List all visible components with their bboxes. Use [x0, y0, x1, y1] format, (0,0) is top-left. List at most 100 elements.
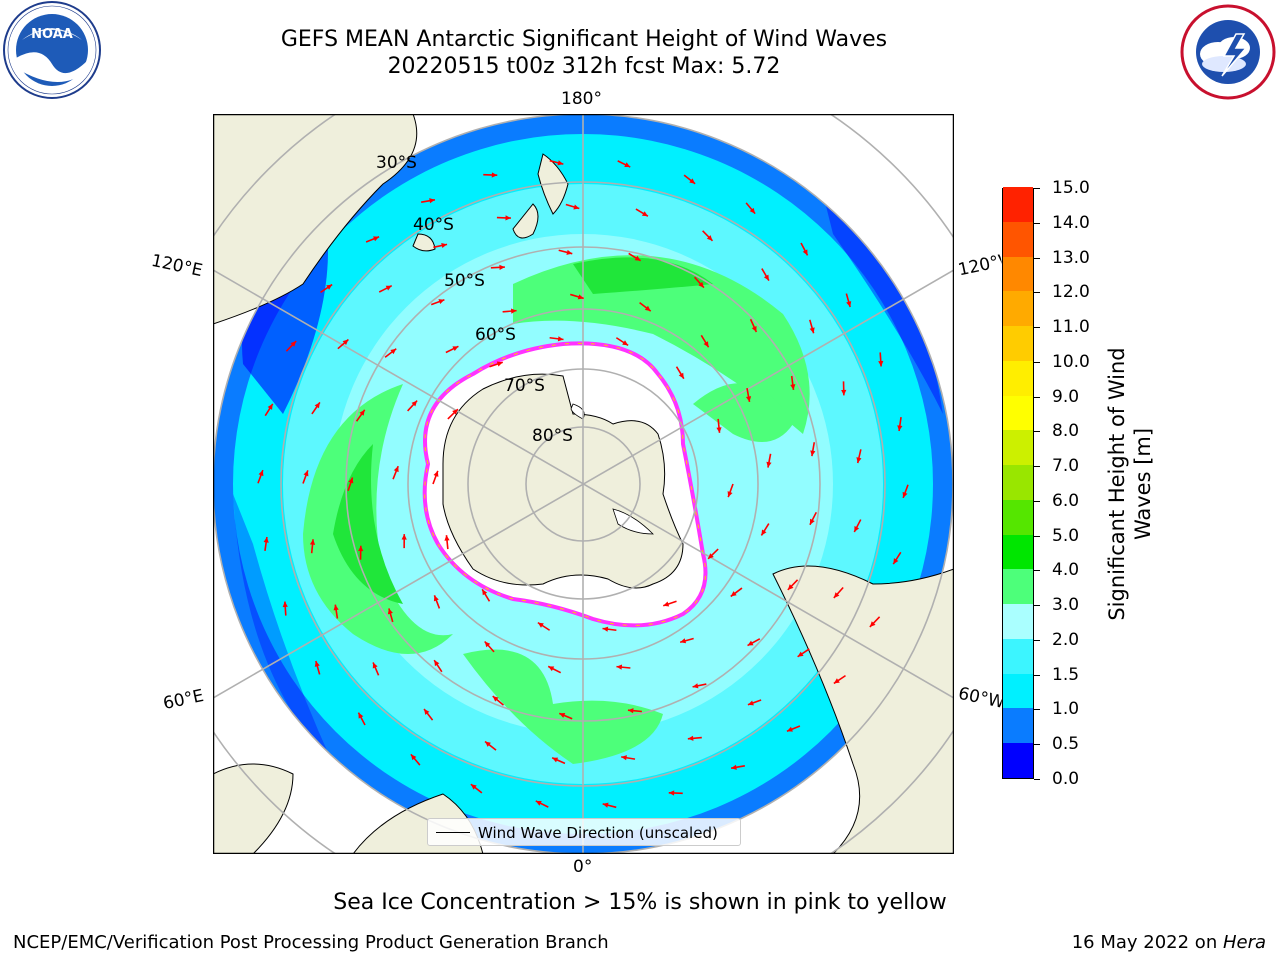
direction-arrow-head	[557, 336, 564, 342]
direction-arrow-head	[761, 529, 767, 536]
colorbar-segment	[1003, 568, 1033, 605]
direction-arrow-head	[499, 264, 505, 270]
colorbar-tick-label: 3.0	[1052, 595, 1080, 616]
colorbar-tick	[1034, 292, 1040, 294]
direction-arrow-head	[290, 341, 297, 347]
direction-arrow-head	[358, 545, 364, 552]
colorbar-tick	[1034, 500, 1040, 502]
colorbar-tick-label: 14.0	[1052, 212, 1090, 233]
colorbar-segment	[1003, 290, 1033, 327]
colorbar-segment	[1003, 325, 1033, 361]
direction-arrow-head	[484, 641, 491, 648]
colorbar-segment	[1003, 499, 1033, 535]
direction-arrow-head	[856, 457, 862, 464]
colorbar-tick	[1034, 188, 1040, 189]
colorbar-tick	[1034, 709, 1040, 711]
direction-arrow-head	[747, 640, 754, 646]
colorbar-tick-label: 5.0	[1052, 525, 1080, 546]
direction-arrow-head	[424, 709, 430, 715]
direction-arrow-head	[833, 592, 840, 598]
direction-arrow-head	[559, 713, 566, 718]
colorbar-tick-label: 4.0	[1052, 560, 1080, 581]
colorbar-tick	[1034, 779, 1040, 780]
lat-label-30s: 30°S	[376, 153, 417, 173]
direction-arrow-head	[689, 178, 696, 184]
colorbar-tick	[1034, 570, 1040, 572]
direction-arrow-head	[680, 638, 687, 644]
direction-arrow-head	[444, 535, 450, 541]
map-title: GEFS MEAN Antarctic Significant Height o…	[280, 27, 888, 52]
polar-map: 30°S 40°S 50°S 60°S 70°S 80°S	[213, 114, 954, 854]
direction-arrow-head	[390, 348, 397, 355]
colorbar-tick	[1034, 605, 1040, 607]
direction-arrow-head	[621, 755, 627, 761]
direction-arrow-head	[766, 461, 772, 468]
colorbar-tick	[1034, 327, 1040, 329]
colorbar-segment	[1003, 186, 1033, 222]
colorbar-tick	[1034, 744, 1040, 746]
direction-arrow-head	[602, 626, 609, 632]
direction-arrow-head	[258, 470, 264, 477]
direction-arrow-head	[624, 162, 631, 168]
direction-arrow-head	[342, 339, 349, 346]
direction-arrow-head	[573, 204, 580, 210]
map-subtitle: 20220515 t00z 312h fcst Max: 5.72	[387, 54, 781, 79]
direction-arrow-head	[303, 470, 309, 477]
colorbar-segment	[1003, 360, 1033, 396]
footer-date-text: 16 May 2022 on	[1071, 932, 1223, 953]
lon-label-180: 180°	[561, 89, 602, 109]
direction-arrow-head	[441, 242, 448, 249]
direction-arrow-head	[309, 539, 316, 545]
direction-arrow-head	[470, 784, 477, 790]
direction-arrow-head	[485, 741, 491, 747]
direction-arrow-head	[393, 466, 399, 473]
colorbar-segment	[1003, 708, 1033, 744]
colorbar-tick-label: 13.0	[1052, 247, 1090, 268]
footer-date: 16 May 2022 on Hera	[1072, 932, 1266, 953]
direction-arrow-head	[634, 255, 641, 261]
footer-machine: Hera	[1222, 932, 1266, 953]
direction-arrow-head	[552, 757, 559, 763]
direction-arrow-head	[797, 651, 804, 657]
direction-arrow-head	[802, 249, 808, 256]
direction-arrow-head	[373, 236, 380, 242]
direction-arrow-head	[282, 601, 288, 608]
noaa-logo: NOAA	[3, 1, 101, 99]
direction-arrow-head	[358, 712, 364, 719]
direction-arrow-head	[716, 427, 722, 433]
wind-wave-direction-arrows	[257, 159, 909, 809]
direction-arrow-head	[433, 595, 439, 602]
direction-arrow-head	[411, 400, 418, 407]
arrow-legend: Wind Wave Direction (unscaled)	[427, 818, 741, 846]
direction-arrow-head	[372, 662, 378, 669]
colorbar-tick-label: 11.0	[1052, 317, 1090, 338]
direction-arrow-head	[641, 211, 648, 217]
direction-arrow-head	[749, 207, 756, 214]
direction-arrow-head	[348, 477, 354, 484]
sea-ice-note: Sea Ice Concentration > 15% is shown in …	[333, 890, 947, 915]
direction-arrow-head	[333, 604, 339, 611]
direction-arrow-head	[809, 518, 815, 525]
colorbar-segment	[1003, 256, 1033, 292]
direction-arrow-head	[548, 666, 555, 672]
lat-label-80s: 80°S	[532, 426, 573, 446]
direction-arrow-head	[706, 235, 713, 241]
direction-arrow-head	[505, 215, 511, 221]
direction-arrow-head	[730, 591, 737, 597]
footer-credit: NCEP/EMC/Verification Post Processing Pr…	[13, 932, 609, 953]
legend-line-sample	[436, 832, 470, 833]
direction-arrow-head	[452, 409, 458, 415]
direction-arrow-head	[385, 285, 392, 291]
direction-arrow-head	[434, 660, 440, 667]
direction-arrow-head	[897, 425, 903, 431]
direction-arrow-head	[809, 327, 815, 334]
direction-arrow-head	[622, 340, 629, 346]
nws-logo	[1180, 4, 1276, 100]
colorbar-tick	[1034, 466, 1040, 468]
direction-arrow-head	[878, 360, 884, 367]
direction-arrow-head	[496, 361, 503, 367]
direction-arrow-head	[577, 294, 584, 300]
direction-arrow-head	[703, 341, 709, 348]
colorbar-tick-label: 7.0	[1052, 456, 1080, 477]
colorbar-tick-label: 10.0	[1052, 351, 1090, 372]
